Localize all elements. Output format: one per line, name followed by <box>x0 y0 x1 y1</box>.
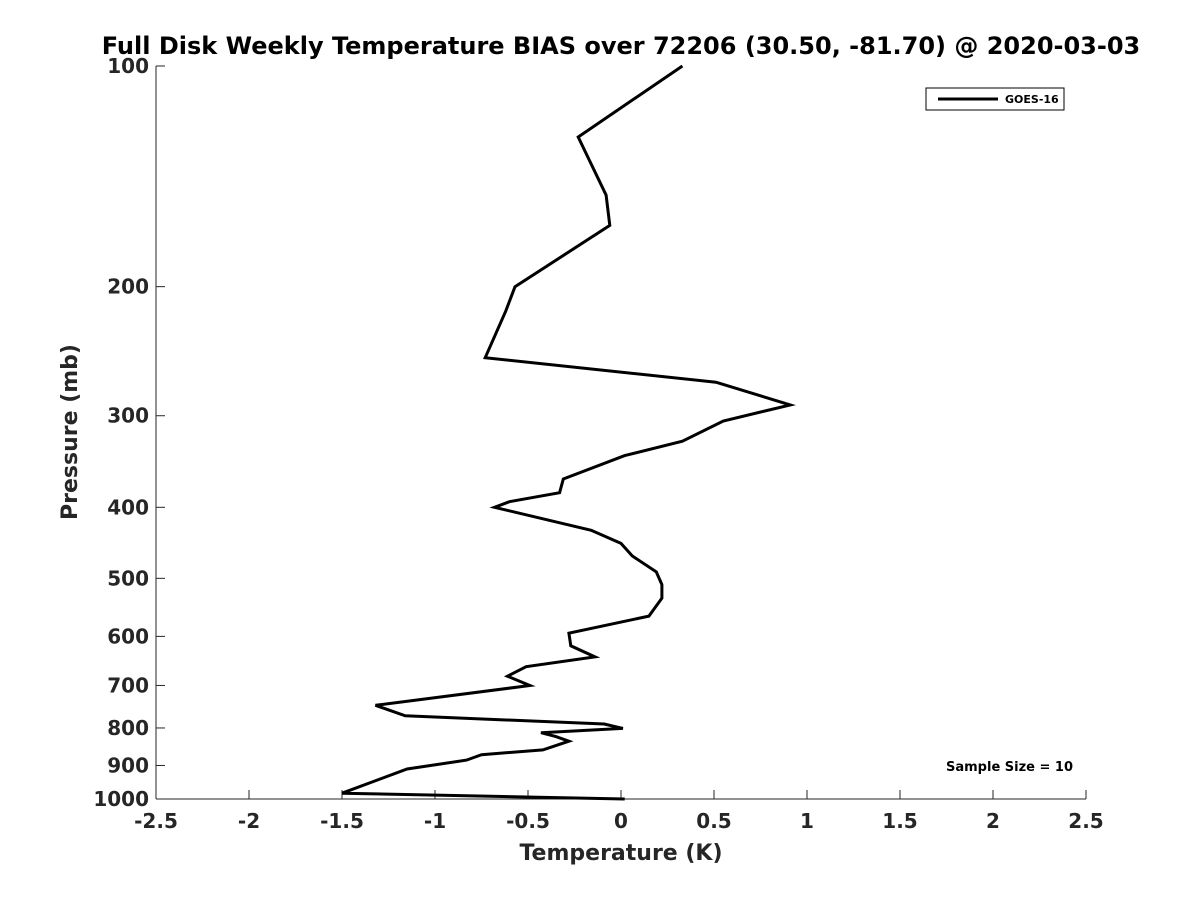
x-tick-label: 2 <box>986 809 1000 833</box>
x-tick-label: -0.5 <box>506 809 550 833</box>
x-tick-label: 1 <box>800 809 814 833</box>
x-tick-label: -2 <box>238 809 260 833</box>
y-tick-label: 200 <box>107 275 149 299</box>
plot-area: -2.5 -2 -1.5 -1 -0.5 0 0.5 1 1.5 2 2.5 100 200 300 40… <box>93 54 1103 833</box>
x-tick-label: 0 <box>614 809 628 833</box>
y-tick-label: 400 <box>107 495 149 519</box>
y-tick-label: 800 <box>107 716 149 740</box>
legend: GOES-16 <box>925 87 1065 111</box>
chart-title: Full Disk Weekly Temperature BIAS over 7… <box>102 32 1141 60</box>
y-tick-label: 300 <box>107 404 149 428</box>
x-tick-label: -1.5 <box>320 809 364 833</box>
legend-label: GOES-16 <box>1005 93 1059 106</box>
series-layer <box>341 64 797 801</box>
y-tick-label: 600 <box>107 624 149 648</box>
y-tick-label: 100 <box>107 54 149 78</box>
y-ticks: 100 200 300 400 500 600 700 800 900 1000 <box>93 54 165 811</box>
y-axis-label: Pressure (mb) <box>58 344 83 520</box>
y-tick-label: 900 <box>107 753 149 777</box>
x-ticks: -2.5 -2 -1.5 -1 -0.5 0 0.5 1 1.5 2 2.5 <box>134 790 1104 833</box>
x-axis-label: Temperature (K) <box>519 841 722 866</box>
x-tick-label: 1.5 <box>882 809 917 833</box>
x-tick-label: -2.5 <box>134 809 178 833</box>
x-tick-label: 2.5 <box>1068 809 1103 833</box>
x-tick-label: 0.5 <box>696 809 731 833</box>
x-tick-label: -1 <box>424 809 446 833</box>
y-tick-label: 700 <box>107 673 149 697</box>
sample-size-annotation: Sample Size = 10 <box>946 760 1073 775</box>
y-tick-label: 500 <box>107 566 149 590</box>
y-tick-label: 1000 <box>93 787 149 811</box>
series-line-goes-16 <box>341 64 797 801</box>
